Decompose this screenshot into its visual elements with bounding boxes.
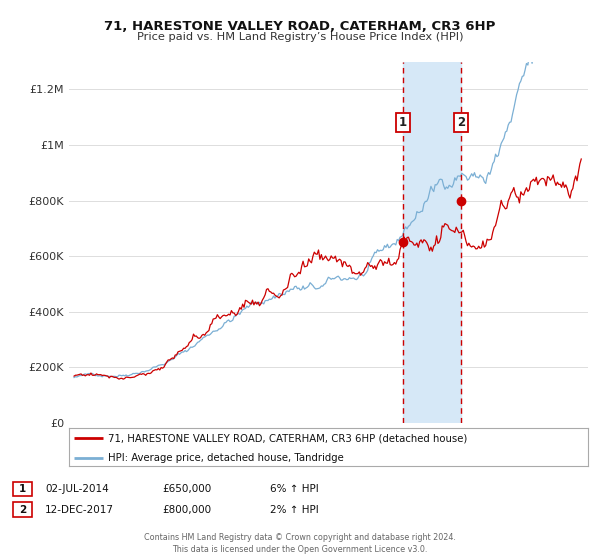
Text: HPI: Average price, detached house, Tandridge: HPI: Average price, detached house, Tand…: [108, 452, 344, 463]
Text: 71, HARESTONE VALLEY ROAD, CATERHAM, CR3 6HP (detached house): 71, HARESTONE VALLEY ROAD, CATERHAM, CR3…: [108, 433, 467, 443]
Text: Price paid vs. HM Land Registry’s House Price Index (HPI): Price paid vs. HM Land Registry’s House …: [137, 32, 463, 43]
Text: 2% ↑ HPI: 2% ↑ HPI: [270, 505, 319, 515]
Bar: [403, 62, 461, 423]
Text: 1: 1: [19, 484, 26, 494]
Text: 02-JUL-2014: 02-JUL-2014: [45, 484, 109, 494]
Text: 12-DEC-2017: 12-DEC-2017: [45, 505, 114, 515]
Text: 1: 1: [398, 116, 407, 129]
Text: 6% ↑ HPI: 6% ↑ HPI: [270, 484, 319, 494]
Text: 2: 2: [19, 505, 26, 515]
Text: £650,000: £650,000: [162, 484, 211, 494]
Text: 71, HARESTONE VALLEY ROAD, CATERHAM, CR3 6HP: 71, HARESTONE VALLEY ROAD, CATERHAM, CR3…: [104, 20, 496, 32]
Text: £800,000: £800,000: [162, 505, 211, 515]
Text: Contains HM Land Registry data © Crown copyright and database right 2024.
This d: Contains HM Land Registry data © Crown c…: [144, 533, 456, 554]
Text: 2: 2: [457, 116, 465, 129]
